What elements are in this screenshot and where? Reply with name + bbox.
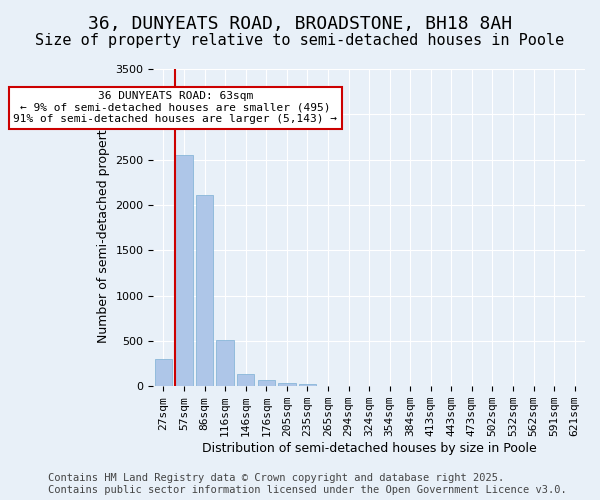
Text: 36, DUNYEATS ROAD, BROADSTONE, BH18 8AH: 36, DUNYEATS ROAD, BROADSTONE, BH18 8AH [88, 15, 512, 33]
Bar [155, 359, 172, 386]
Bar [196, 195, 214, 386]
Text: 36 DUNYEATS ROAD: 63sqm
← 9% of semi-detached houses are smaller (495)
91% of se: 36 DUNYEATS ROAD: 63sqm ← 9% of semi-det… [13, 91, 337, 124]
Bar [237, 374, 254, 386]
Bar [257, 380, 275, 386]
Bar [175, 155, 193, 386]
X-axis label: Distribution of semi-detached houses by size in Poole: Distribution of semi-detached houses by … [202, 442, 536, 455]
Text: Size of property relative to semi-detached houses in Poole: Size of property relative to semi-detach… [35, 32, 565, 48]
Bar [299, 384, 316, 386]
Y-axis label: Number of semi-detached properties: Number of semi-detached properties [97, 112, 110, 344]
Bar [278, 382, 296, 386]
Bar [217, 340, 234, 386]
Text: Contains HM Land Registry data © Crown copyright and database right 2025.
Contai: Contains HM Land Registry data © Crown c… [48, 474, 567, 495]
